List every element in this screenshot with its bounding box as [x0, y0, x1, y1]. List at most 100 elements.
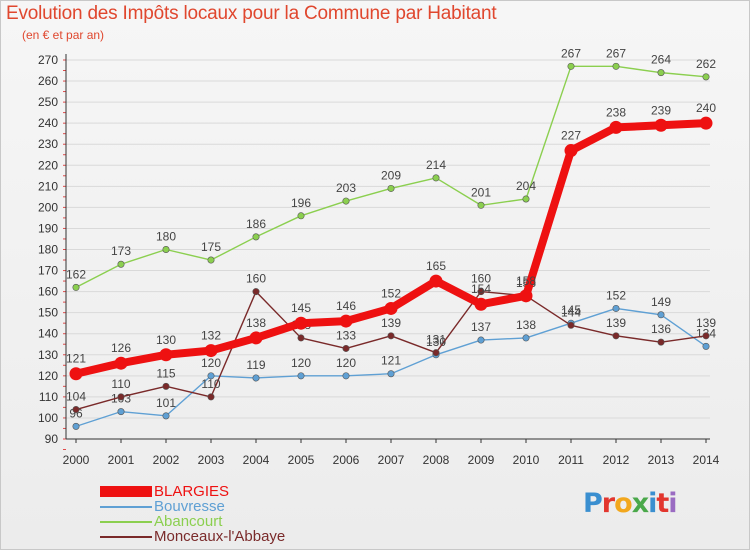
data-point	[522, 334, 530, 342]
data-label: 173	[111, 244, 131, 258]
logo-letter: i	[668, 488, 677, 519]
data-point	[249, 331, 263, 345]
data-label: 154	[471, 282, 491, 296]
y-tick-label: 240	[38, 116, 58, 130]
data-point	[657, 311, 665, 319]
data-label: 186	[246, 217, 266, 231]
data-label: 160	[471, 272, 491, 286]
data-label: 131	[426, 333, 446, 347]
y-tick-label: 140	[38, 327, 58, 341]
data-label: 152	[606, 288, 626, 302]
data-label: 110	[201, 377, 220, 391]
data-point	[159, 348, 173, 362]
data-label: 240	[696, 101, 716, 115]
data-label: 227	[561, 129, 581, 143]
data-label: 267	[561, 46, 581, 60]
legend-swatch-abancourt	[100, 521, 152, 523]
data-label: 115	[156, 366, 175, 380]
x-tick-label: 2010	[513, 453, 540, 467]
data-label: 119	[246, 358, 265, 372]
y-tick-label: 270	[38, 53, 58, 67]
legend-swatch-monceaux	[100, 536, 152, 538]
proxiti-logo: Proxiti	[583, 488, 678, 519]
data-point	[612, 304, 620, 312]
data-point	[519, 289, 533, 303]
data-point	[432, 349, 440, 357]
data-point	[477, 288, 485, 296]
y-tick-label: 210	[38, 179, 58, 193]
data-point	[252, 374, 260, 382]
x-tick-label: 2007	[378, 453, 405, 467]
data-point	[117, 260, 125, 268]
legend-item-bouvresse[interactable]: Bouvresse	[100, 499, 360, 514]
data-label: 138	[246, 316, 266, 330]
logo-letter: o	[614, 488, 633, 519]
legend-item-monceaux[interactable]: Monceaux-l'Abbaye	[100, 529, 360, 544]
data-label: 144	[561, 305, 581, 319]
data-label: 201	[471, 185, 491, 199]
x-tick-label: 2006	[333, 453, 360, 467]
x-tick-label: 2011	[558, 453, 584, 467]
x-tick-label: 2013	[648, 453, 675, 467]
logo-letter: P	[583, 488, 603, 519]
data-point	[387, 332, 395, 340]
y-tick-label: 200	[38, 200, 58, 214]
y-tick-label: 110	[39, 390, 58, 404]
data-point	[339, 314, 353, 328]
data-label: 204	[516, 179, 536, 193]
data-label: 120	[201, 356, 221, 370]
data-point	[204, 344, 218, 358]
legend-label-bouvresse: Bouvresse	[154, 498, 225, 515]
legend-item-abancourt[interactable]: Abancourt	[100, 514, 360, 529]
data-point	[207, 393, 215, 401]
legend: BLARGIES Bouvresse Abancourt Monceaux-l'…	[100, 484, 360, 544]
logo-letter: r	[601, 488, 615, 519]
data-point	[657, 338, 665, 346]
data-point	[207, 372, 215, 380]
data-point	[612, 332, 620, 340]
data-label: 101	[156, 396, 176, 410]
data-label: 121	[66, 352, 86, 366]
y-tick-label: 160	[38, 285, 58, 299]
data-label: 139	[696, 316, 716, 330]
data-label: 126	[111, 341, 131, 355]
data-point	[252, 288, 260, 296]
legend-item-blargies[interactable]: BLARGIES	[100, 484, 360, 499]
data-label: 180	[156, 230, 176, 244]
data-point	[162, 412, 170, 420]
data-label: 137	[471, 320, 491, 334]
data-point	[702, 332, 710, 340]
data-label: 110	[111, 377, 130, 391]
data-label: 203	[336, 181, 356, 195]
logo-letter: t	[656, 488, 669, 519]
y-tick-label: 150	[38, 306, 58, 320]
data-point	[294, 316, 308, 330]
data-point	[69, 367, 83, 381]
data-point	[114, 356, 128, 370]
data-point	[72, 422, 80, 430]
data-point	[72, 406, 80, 414]
legend-swatch-blargies	[100, 486, 152, 497]
data-point	[342, 344, 350, 352]
data-label: 132	[201, 329, 221, 343]
data-point	[342, 197, 350, 205]
data-label: 162	[66, 267, 86, 281]
data-label: 158	[516, 274, 536, 288]
y-tick-label: 230	[38, 137, 58, 151]
data-point	[702, 342, 710, 350]
data-point	[297, 212, 305, 220]
legend-label-blargies: BLARGIES	[154, 483, 230, 500]
data-label: 145	[561, 303, 581, 317]
data-point	[654, 118, 668, 132]
data-label: 146	[336, 299, 356, 313]
data-label: 120	[336, 356, 356, 370]
data-label: 209	[381, 168, 401, 182]
data-point	[297, 334, 305, 342]
legend-label-monceaux: Monceaux-l'Abbaye	[154, 528, 286, 545]
data-point	[342, 372, 350, 380]
x-tick-label: 2005	[288, 453, 315, 467]
data-label: 120	[291, 356, 311, 370]
data-label: 104	[66, 390, 86, 404]
legend-swatch-bouvresse	[100, 506, 152, 508]
